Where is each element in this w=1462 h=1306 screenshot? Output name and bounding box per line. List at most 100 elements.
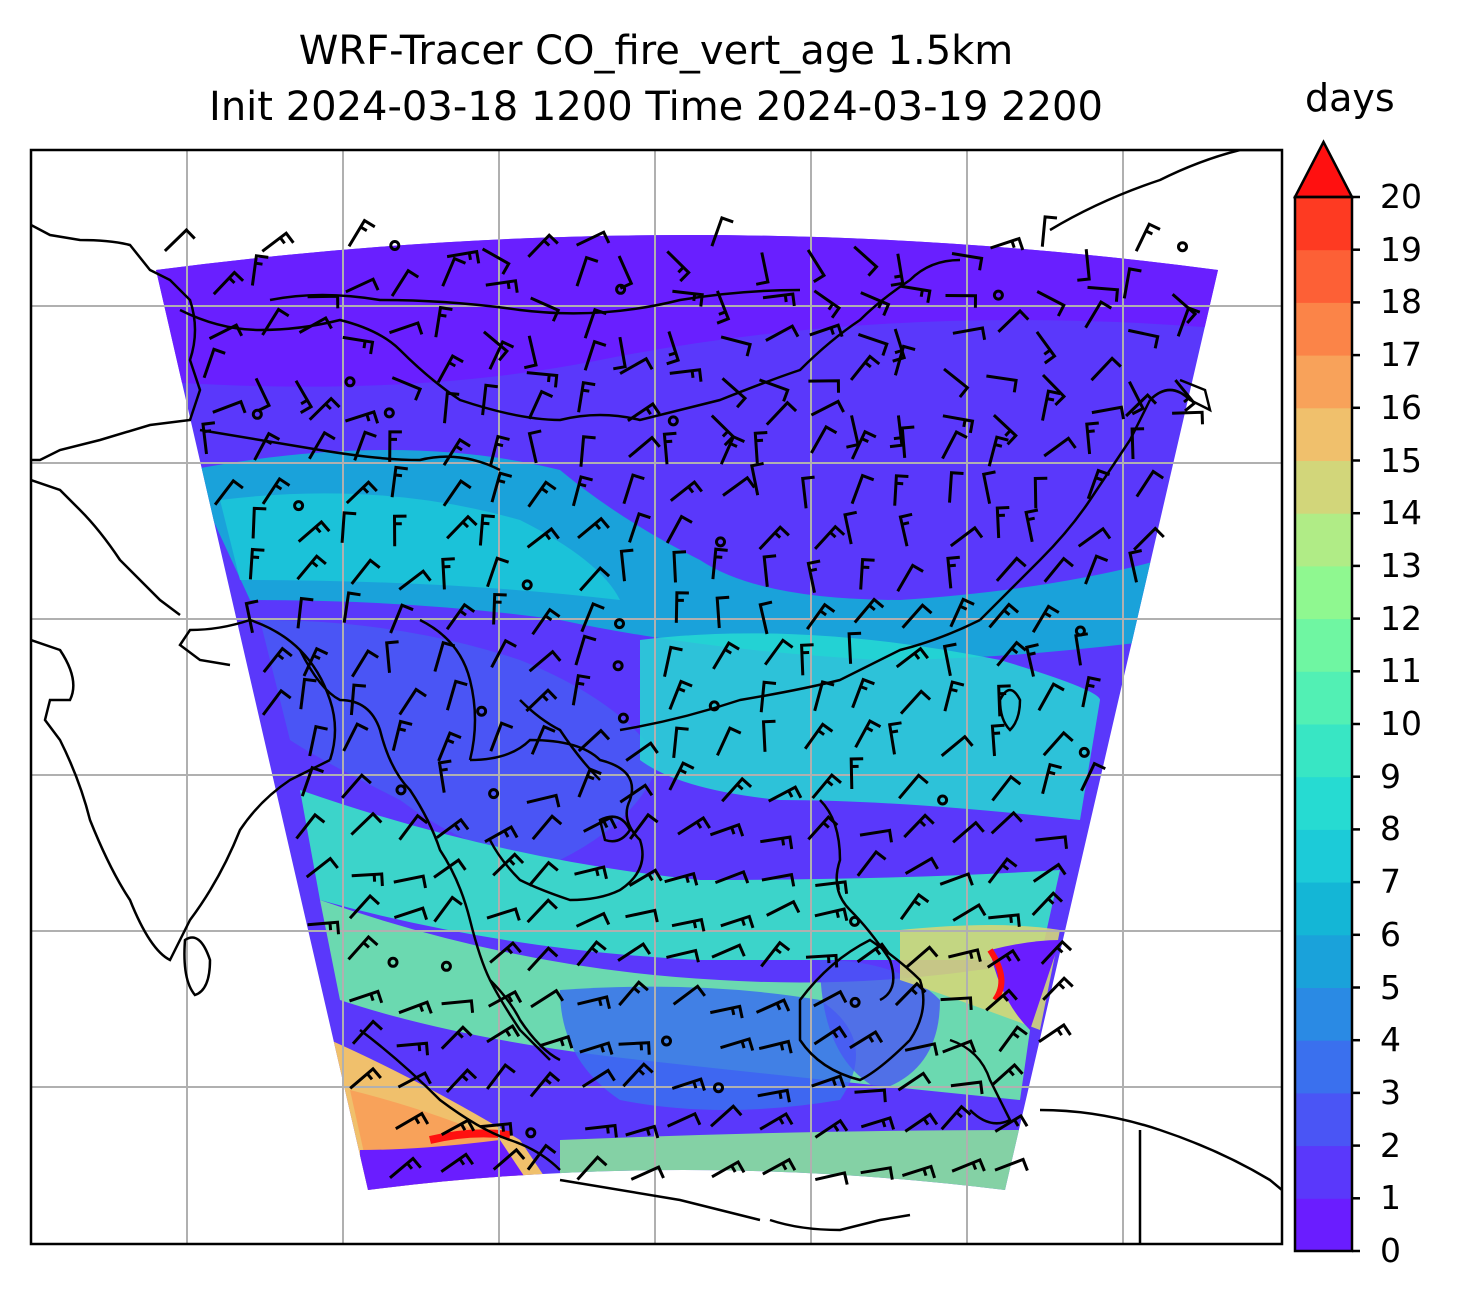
chart-subtitle: Init 2024-03-18 1200 Time 2024-03-19 220… — [209, 84, 1103, 130]
wind-barb — [898, 773, 929, 800]
wind-barb — [575, 230, 611, 247]
wind-barb — [990, 236, 1025, 251]
wind-barb — [437, 759, 452, 793]
wind-barb — [859, 558, 875, 590]
border-mongolia — [269, 288, 801, 315]
wind-barb — [398, 569, 432, 591]
wind-barb — [389, 603, 414, 634]
wind-barb — [997, 684, 1011, 717]
wind-barb — [261, 307, 290, 336]
wind-barb — [526, 793, 561, 808]
wind-barb — [526, 898, 558, 924]
wind-barb — [575, 255, 599, 287]
wind-barb — [478, 513, 495, 546]
wind-barb — [940, 734, 974, 757]
wind-barb — [1032, 862, 1067, 883]
wind-barb — [583, 815, 618, 833]
wind-barb — [577, 728, 611, 753]
wind-barb — [894, 981, 927, 1007]
wind-barb — [622, 1062, 654, 1088]
wind-barb — [443, 391, 460, 424]
wind-barb — [895, 646, 929, 669]
colorbar-tick-label: 3 — [1380, 1072, 1401, 1112]
wind-barb — [850, 473, 875, 505]
wind-barb — [628, 812, 659, 840]
wind-barb — [853, 245, 879, 277]
wind-barb — [711, 547, 728, 580]
wind-barb — [671, 917, 706, 932]
wind-barb — [1081, 675, 1101, 708]
wind-barb — [714, 869, 750, 885]
wind-barb — [296, 596, 314, 629]
age-band-cyan-2 — [220, 493, 620, 600]
wind-barb — [905, 945, 939, 969]
wind-barb — [994, 1113, 1029, 1133]
wind-barb — [344, 410, 380, 424]
wind-barb — [580, 601, 605, 633]
wind-barb — [986, 948, 1021, 969]
wind-barb — [985, 988, 1018, 1012]
wind-barb — [350, 558, 381, 585]
wind-barb — [721, 377, 748, 409]
wind-barb — [347, 934, 379, 961]
border-himalaya — [199, 428, 501, 472]
wind-barb — [711, 1159, 746, 1179]
wind-barb — [1038, 1022, 1072, 1044]
calm-circle — [713, 1082, 724, 1094]
wind-barb — [1134, 222, 1161, 252]
wind-barb — [666, 1111, 702, 1128]
wind-barb — [1031, 604, 1060, 633]
wind-barb — [1091, 405, 1125, 420]
colorbar-segment — [1295, 1092, 1352, 1147]
coastline-lesser-sunda — [769, 1213, 911, 1232]
calm-circle — [389, 240, 401, 251]
calm-circle — [614, 618, 625, 630]
wind-barb — [398, 1000, 433, 1015]
wind-barb — [530, 296, 561, 322]
wind-barb — [397, 1071, 432, 1089]
wind-barb — [992, 414, 1018, 446]
wind-barb — [1080, 761, 1106, 792]
coastline-taiwan — [998, 688, 1022, 732]
wind-barb — [1035, 835, 1068, 849]
colorbar-tick-label: 18 — [1380, 282, 1422, 322]
wind-barb — [484, 824, 519, 844]
border-seasia — [419, 618, 477, 761]
colorbar-tick-label: 16 — [1380, 387, 1422, 427]
wind-barb — [758, 525, 790, 551]
wind-barb — [628, 868, 663, 887]
wind-barb — [481, 383, 498, 416]
wind-barb — [342, 722, 369, 752]
calm-circle — [440, 960, 452, 972]
wind-barb — [433, 640, 456, 672]
age-band-south-edge — [560, 1130, 1020, 1190]
calm-circle — [849, 996, 861, 1008]
wind-barb — [988, 913, 1021, 927]
wind-barb — [709, 1004, 744, 1019]
wind-barb — [619, 356, 654, 375]
wind-barb — [815, 880, 849, 894]
wind-barb — [669, 368, 703, 382]
wind-barb — [952, 326, 987, 341]
wind-barb — [261, 688, 292, 716]
wind-barb — [987, 856, 1018, 884]
wind-barb — [492, 1147, 526, 1171]
wind-barb — [952, 820, 985, 844]
colorbar-tick-label: 12 — [1380, 598, 1422, 638]
wind-barb — [996, 640, 1027, 667]
calm-circle — [667, 415, 679, 427]
wind-barb — [628, 512, 651, 543]
wind-barb — [625, 741, 659, 762]
wind-barb — [1172, 410, 1204, 425]
wind-barb — [898, 512, 913, 547]
calm-circle — [1078, 746, 1090, 758]
wind-barb — [709, 1104, 743, 1128]
wind-barb — [627, 401, 661, 422]
colorbar-segment — [1295, 407, 1352, 461]
wind-barb — [904, 1042, 939, 1056]
wind-barb — [583, 307, 607, 339]
wind-barb — [710, 215, 734, 247]
wind-barb — [719, 434, 745, 465]
wind-barb — [721, 776, 753, 803]
colorbar — [1292, 139, 1360, 1253]
